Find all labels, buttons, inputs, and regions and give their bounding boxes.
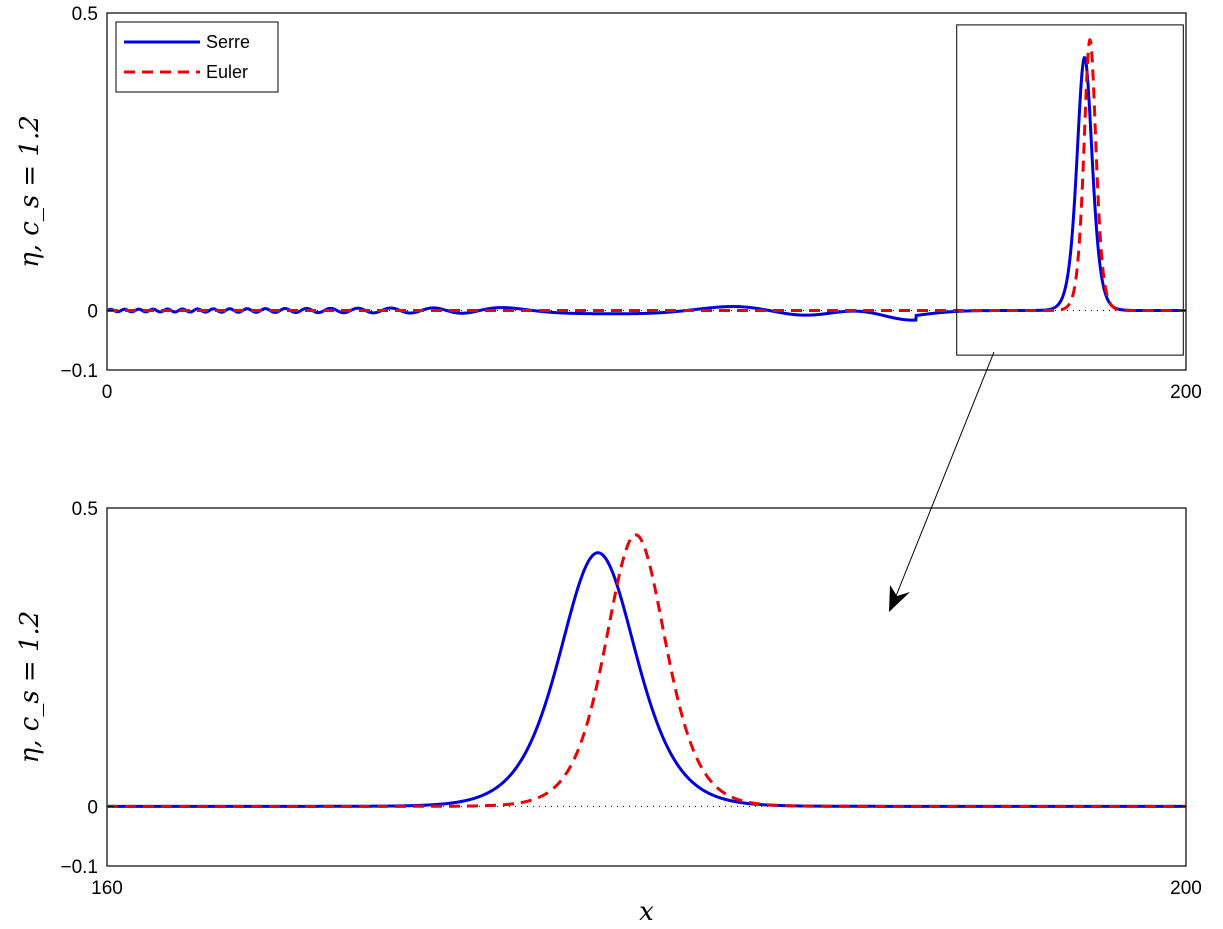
legend-serre-label: Serre — [206, 32, 250, 52]
bottom-ytick-label: 0.5 — [72, 499, 98, 520]
top-serre-line — [106, 55, 1186, 322]
bottom-panel: −0.1 0 0.5 160 200 η, c_s = 1.2 x — [15, 499, 1202, 927]
zoom-box — [956, 24, 1184, 356]
bottom-xtick-label: 160 — [91, 878, 123, 899]
legend-euler-label: Euler — [206, 62, 248, 82]
top-xtick-label: 0 — [102, 382, 113, 403]
legend: Serre Euler — [115, 21, 279, 93]
top-y-axis-label: η, c_s = 1.2 — [15, 115, 45, 268]
top-ytick-label: 0 — [87, 302, 98, 323]
top-plot-frame — [106, 12, 1187, 371]
bottom-euler-line — [107, 533, 1186, 808]
bottom-x-axis-label: x — [639, 897, 654, 927]
bottom-y-axis-label: η, c_s = 1.2 — [15, 611, 45, 764]
bottom-ytick-label: 0 — [87, 797, 98, 818]
top-xtick-label: 200 — [1170, 382, 1202, 403]
top-panel: −0.1 0 0.5 0 200 η, c_s = 1.2 Serre Eule… — [15, 4, 1202, 403]
top-ytick-label: 0.5 — [72, 4, 98, 25]
bottom-ytick-label: −0.1 — [60, 857, 98, 878]
bottom-serre-line — [107, 551, 1186, 808]
legend-box — [115, 21, 279, 93]
top-tick-marks — [106, 12, 1187, 371]
bottom-plot-frame — [106, 507, 1187, 867]
bottom-xtick-label: 200 — [1170, 878, 1202, 899]
bottom-tick-marks — [106, 507, 1187, 867]
zoom-arrow — [889, 351, 995, 612]
top-ytick-label: −0.1 — [60, 361, 98, 382]
